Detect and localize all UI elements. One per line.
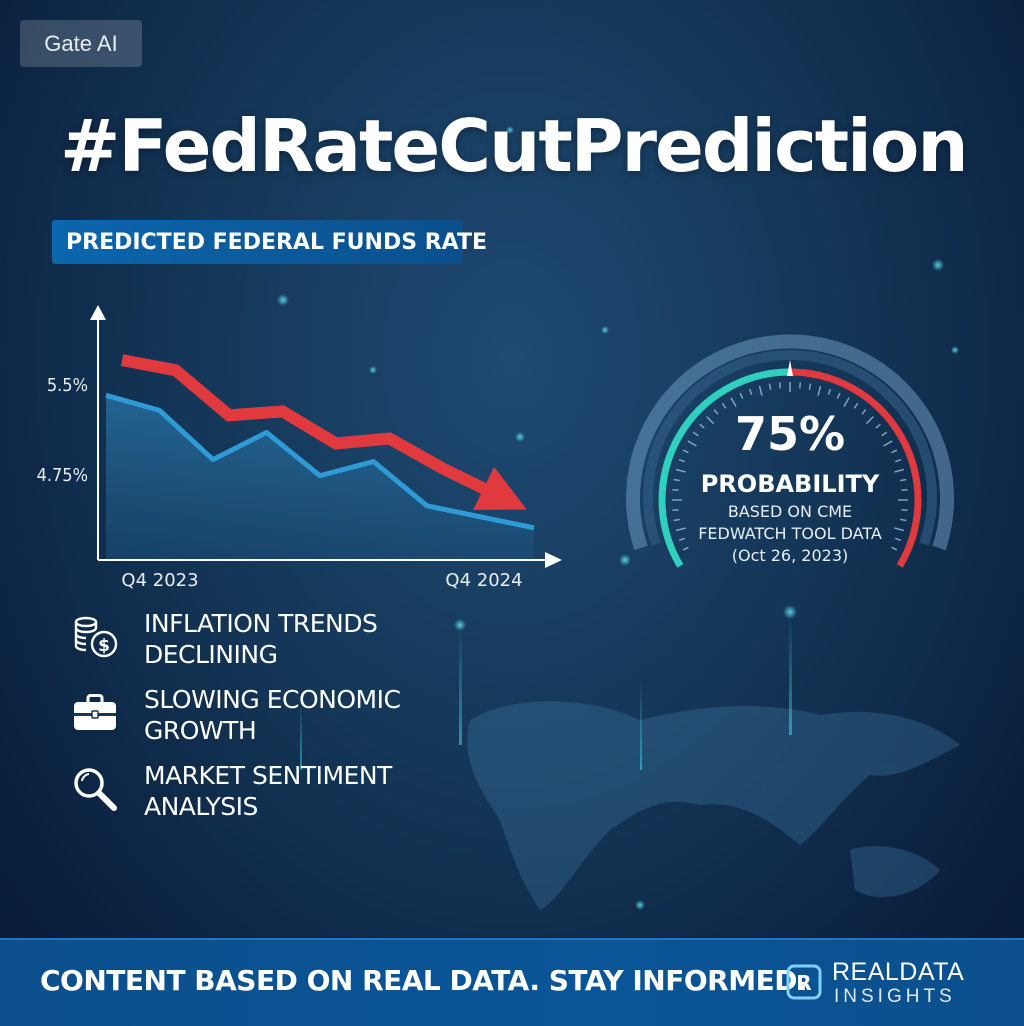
probability-gauge: 75% PROBABILITY BASED ON CME FEDWATCH TO…: [626, 334, 954, 568]
brand-name: REALDATA: [832, 958, 965, 986]
y-tick-label: 4.75%: [37, 465, 88, 486]
gauge-tick: [672, 509, 679, 512]
factor-text: MARKET SENTIMENT ANALYSIS: [144, 760, 404, 822]
gauge-tick: [808, 383, 812, 390]
x-tick-label: Q4 2024: [445, 570, 522, 591]
gauge-arc-red: [789, 368, 922, 568]
y-axis: [90, 305, 106, 560]
gauge-tick: [875, 423, 881, 429]
gauge-tick: [748, 388, 753, 396]
x-axis-arrow-icon: [545, 552, 562, 568]
gauge-tick: [843, 397, 850, 407]
gauge-tick: [682, 449, 689, 454]
gauge-tick: [675, 527, 686, 532]
gauge-percent: 75%: [735, 407, 845, 461]
factor-line: MARKET SENTIMENT: [144, 761, 392, 790]
svg-text:R: R: [796, 971, 811, 995]
gauge-needle-icon: [787, 360, 793, 376]
gauge-tick: [739, 392, 744, 399]
gauge-tick: [730, 397, 737, 407]
gauge-note-line: FEDWATCH TOOL DATA: [698, 524, 882, 543]
y-axis-arrow-icon: [90, 305, 106, 320]
gauge-ticks: [672, 382, 908, 551]
factor-line: ANALYSIS: [144, 792, 258, 821]
factors-list: $ INFLATION TRENDS DECLINING SLOWING ECO…: [66, 608, 406, 836]
gauge-tick: [891, 546, 898, 551]
gauge-tick: [817, 385, 822, 396]
gauge-arc-teal: [658, 368, 791, 568]
gauge-tick: [827, 388, 832, 396]
gauge-tick: [692, 431, 699, 437]
list-item: $ INFLATION TRENDS DECLINING: [66, 608, 406, 684]
gauge-tick: [687, 440, 697, 447]
gauge-tick: [758, 385, 763, 396]
gauge-tick: [799, 382, 802, 389]
factor-line: DECLINING: [144, 640, 278, 669]
gauge-tick: [673, 478, 680, 482]
gauge-tick: [682, 546, 689, 551]
gauge-tick: [678, 537, 686, 542]
gauge-tick: [778, 382, 781, 389]
x-tick-label: Q4 2023: [121, 570, 198, 591]
svg-text:$: $: [98, 636, 110, 656]
gauge-tick: [861, 409, 867, 415]
gauge-tick: [865, 416, 874, 425]
list-item: MARKET SENTIMENT ANALYSIS: [66, 760, 406, 836]
gauge-tick: [721, 402, 727, 409]
brand-logo: R REALDATA INSIGHTS: [786, 958, 1006, 1012]
footer-tagline: CONTENT BASED ON REAL DATA. STAY INFORME…: [40, 964, 808, 997]
gauge-outer-ring: [626, 334, 954, 551]
coins-dollar-icon: $: [74, 616, 118, 658]
gauge-tick: [699, 423, 705, 429]
gauge-tick: [894, 527, 905, 532]
gauge-tick: [883, 440, 893, 447]
watermark-badge: Gate AI: [20, 20, 142, 67]
gauge-tick: [673, 518, 680, 522]
rate-chart: 5.5% 4.75% Q4 2023 Q4 2024: [37, 305, 562, 591]
light-beams: [300, 615, 792, 770]
gauge-tick: [894, 537, 902, 542]
page-title: #FedRateCutPrediction: [60, 104, 969, 188]
factor-text: SLOWING ECONOMIC GROWTH: [144, 684, 404, 746]
gauge-inner-ring: [643, 350, 937, 546]
gauge-tick: [678, 458, 686, 463]
factor-text: INFLATION TRENDS DECLINING: [144, 608, 404, 670]
gauge-tick: [901, 509, 908, 512]
briefcase-icon: [74, 694, 116, 730]
factor-line: INFLATION TRENDS: [144, 609, 378, 638]
gauge-tick: [900, 518, 907, 522]
gauge-label: PROBABILITY: [701, 470, 880, 498]
gauge-tick: [713, 409, 719, 415]
chart-title-badge: PREDICTED FEDERAL FUNDS RATE: [52, 220, 487, 264]
world-map-shape: [467, 701, 960, 910]
gauge-tick: [768, 383, 772, 390]
factor-line: SLOWING ECONOMIC: [144, 685, 401, 714]
brand-subtitle: INSIGHTS: [834, 986, 956, 1007]
red-series-arrow: [120, 354, 527, 510]
gauge-note-line: BASED ON CME: [728, 502, 852, 521]
gauge-tick: [706, 416, 715, 425]
gauge-tick: [672, 488, 679, 491]
gauge-tick: [675, 468, 686, 473]
magnifier-icon: [74, 768, 117, 811]
gauge-tick: [894, 458, 902, 463]
gauge-tick: [853, 402, 859, 409]
factor-line: GROWTH: [144, 716, 257, 745]
gauge-tick: [901, 488, 908, 491]
x-axis: [98, 552, 562, 568]
gauge-note-line: (Oct 26, 2023): [732, 546, 848, 565]
realdata-logo-icon: R: [786, 964, 822, 1000]
gauge-tick: [891, 449, 898, 454]
glow-dots: [277, 126, 959, 910]
gauge-tick: [894, 468, 905, 473]
list-item: SLOWING ECONOMIC GROWTH: [66, 684, 406, 760]
footer-bar: CONTENT BASED ON REAL DATA. STAY INFORME…: [0, 938, 1024, 1026]
gauge-tick: [881, 431, 888, 437]
gauge-tick: [900, 478, 907, 482]
y-tick-label: 5.5%: [47, 375, 88, 396]
blue-series-line: [105, 392, 535, 531]
gauge-tick: [836, 392, 841, 399]
